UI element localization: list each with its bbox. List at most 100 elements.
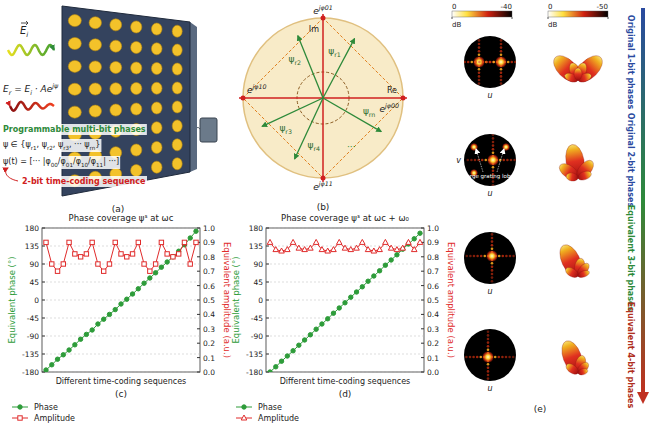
plot-frame xyxy=(42,228,200,372)
data-point xyxy=(188,262,192,266)
data-point xyxy=(148,269,152,273)
sidelobe xyxy=(491,266,494,269)
label: ··· xyxy=(347,142,356,152)
formula: ejφ11 xyxy=(313,180,332,192)
sidelobe xyxy=(472,356,475,359)
tick xyxy=(421,357,424,358)
label: (e) xyxy=(534,404,547,414)
formula: Er = Ei · Aejψ xyxy=(3,82,59,96)
formula: ejφ10 xyxy=(247,83,266,95)
sidelobe xyxy=(487,331,490,334)
tick xyxy=(421,271,424,272)
label: u xyxy=(487,287,492,296)
tick xyxy=(197,314,200,315)
tick xyxy=(42,318,45,319)
data-point xyxy=(125,255,129,259)
loop-arrow xyxy=(6,168,18,181)
data-point xyxy=(395,253,399,257)
sidelobe xyxy=(508,356,511,359)
main-beam xyxy=(487,154,499,166)
sidelobe xyxy=(463,61,466,64)
data-point xyxy=(96,322,100,326)
label: -135 xyxy=(22,350,39,359)
text-backing xyxy=(2,156,120,169)
label: -50 xyxy=(597,3,608,11)
data-point xyxy=(119,252,123,256)
formula-part: r2 xyxy=(294,59,301,66)
data-point xyxy=(67,348,71,352)
data-point xyxy=(107,312,111,316)
data-point xyxy=(73,343,77,347)
sidelobe xyxy=(478,72,481,75)
formula-part: jφ01 xyxy=(318,4,333,12)
label: 0.1 xyxy=(203,354,215,363)
label: 0.1 xyxy=(427,354,439,363)
formula-part: r3 xyxy=(285,128,292,135)
formula-part: jφ11 xyxy=(318,180,333,188)
radiation-lobe xyxy=(565,172,578,182)
formula: ψr1 xyxy=(328,46,341,58)
sidelobe xyxy=(500,43,503,46)
data-point xyxy=(320,322,324,326)
board-edge xyxy=(190,22,197,172)
sidelobe xyxy=(492,170,495,173)
data-point xyxy=(130,252,134,256)
colorbar-tick xyxy=(548,17,549,19)
sidelobe xyxy=(485,61,488,64)
sidelobe xyxy=(478,50,481,53)
sidelobe xyxy=(475,61,478,64)
label: 2-bit time-coding sequence xyxy=(22,177,146,186)
series-line xyxy=(46,242,196,271)
radiation-lobe xyxy=(577,269,590,279)
label: 0.5 xyxy=(203,296,215,305)
sidelobe xyxy=(487,377,490,380)
tick xyxy=(42,282,45,283)
data-point xyxy=(354,245,360,250)
sidelobe xyxy=(507,61,510,64)
label: Phase coverage ψˢ at ωc xyxy=(69,213,174,223)
data-point xyxy=(153,262,157,266)
radiation-lobe xyxy=(574,68,582,80)
sidelobe xyxy=(500,68,503,71)
sidelobe xyxy=(521,61,524,64)
data-point xyxy=(182,240,186,244)
data-point xyxy=(50,262,54,266)
sidelobe xyxy=(478,82,481,85)
fpga xyxy=(200,118,217,142)
sidelobe xyxy=(518,61,521,64)
metasurface xyxy=(62,6,190,196)
data-point xyxy=(78,255,82,259)
sidelobe xyxy=(512,356,515,359)
text-backing xyxy=(2,124,147,135)
unit-cell xyxy=(89,61,101,73)
sidelobe xyxy=(492,137,495,140)
phase-vector xyxy=(262,98,323,126)
sidelobe xyxy=(491,233,494,236)
sidelobe xyxy=(492,180,495,183)
unit-cell xyxy=(131,83,142,95)
tick xyxy=(197,300,200,301)
formula-part: jφ00 xyxy=(384,102,399,110)
sidelobe xyxy=(465,356,468,359)
sidelobe xyxy=(492,148,495,151)
progress-arrowhead xyxy=(637,392,649,404)
data-point xyxy=(107,262,111,266)
label: Equivalent 4-bit phases xyxy=(626,302,635,409)
data-point xyxy=(148,276,152,280)
label: 0.5 xyxy=(427,296,439,305)
label: -90 xyxy=(251,332,263,341)
data-point xyxy=(142,262,146,266)
data-point xyxy=(394,247,400,252)
data-point xyxy=(268,370,272,372)
sidelobe xyxy=(512,255,515,258)
sidelobe xyxy=(462,356,465,359)
sidelobe xyxy=(500,79,503,82)
formula-part: /φ xyxy=(88,157,96,166)
sidelobe xyxy=(517,159,520,162)
panel-a: EiEr = Ei · AejψProgrammable multi-bit p… xyxy=(2,6,217,214)
unit-cell xyxy=(151,161,162,173)
data-point xyxy=(159,265,163,269)
tick xyxy=(42,246,45,247)
data-point xyxy=(136,287,140,291)
label: 135 xyxy=(25,242,40,251)
